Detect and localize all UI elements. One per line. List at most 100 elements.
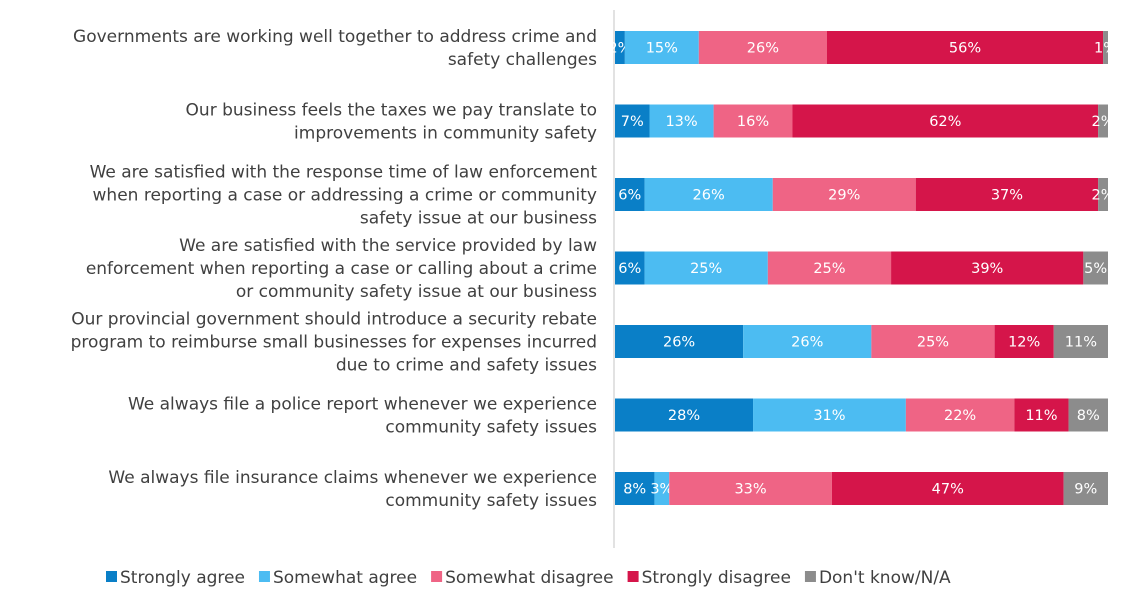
bar-segment [743,325,872,358]
data-label: 25% [813,261,845,277]
data-label: 7% [621,114,644,130]
bar-segment [891,251,1084,285]
bar-segment [767,251,892,285]
bar-segment [1098,104,1108,138]
bar-segment [826,31,1104,64]
legend: Strongly agree Somewhat agree Somewhat dis… [106,568,951,588]
data-label: 28% [668,408,700,424]
data-label: 11% [1025,408,1057,424]
category-label-line: We always file insurance claims whenever… [108,468,597,488]
data-label: 62% [929,114,961,130]
category-label: We always file insurance claims whenever… [108,468,597,511]
legend-swatch [258,571,270,582]
data-label: 37% [991,188,1023,204]
data-label: 31% [813,408,845,424]
legend-swatch [627,571,639,582]
data-label: 33% [734,482,766,498]
data-label: 2% [1092,188,1115,204]
data-label: 39% [971,261,1003,277]
category-label-line: due to crime and safety issues [336,356,597,376]
data-label: 16% [737,114,769,130]
category-label-line: or community safety issue at our busines… [236,282,597,302]
bar-segment [615,178,645,211]
data-label: 15% [646,41,678,57]
category-label: Governments are working well together to… [73,27,597,70]
bar-segment [871,325,995,358]
data-label: 47% [932,482,964,498]
bar-segment [615,325,744,358]
category-label-line: Our provincial government should introdu… [71,310,597,330]
category-labels: Governments are working well together to… [71,27,598,511]
bar-segment [669,472,832,505]
bar-segment [831,472,1064,505]
bar-segment [713,104,793,138]
bar-segment [649,104,714,138]
bar-segment [1014,398,1069,432]
category-label-line: Governments are working well together to… [73,27,597,47]
category-label-line: safety challenges [448,50,597,70]
bars: 2% 15% 26% 56% 1%7% 13% 16% 62% 2%6% 26% 29% 37% 2%6… [608,31,1117,505]
category-label-line: We are satisfied with the response time … [90,163,598,183]
bar-segment [615,398,754,432]
category-label: Our provincial government should introdu… [71,310,597,376]
bar-segment [753,398,906,432]
legend-label: Somewhat agree [273,568,417,588]
category-label-line: program to reimburse small businesses fo… [71,333,597,353]
data-label: 26% [663,335,695,351]
data-label: 8% [623,482,646,498]
data-label: 56% [949,41,981,57]
category-label-line: improvements in community safety [294,124,597,144]
bar-segment [1098,178,1108,211]
category-label-line: enforcement when reporting a case or cal… [86,259,597,279]
bar-segment [772,178,916,211]
data-label: 26% [693,188,725,204]
category-label-line: safety issue at our business [360,209,597,229]
category-label-line: We are satisfied with the service provid… [179,236,597,256]
bar-segment [615,472,655,505]
data-label: 1% [1094,41,1117,57]
data-label: 13% [665,114,697,130]
bar-segment [615,31,625,64]
bar-segment [1083,251,1108,285]
bar-segment [915,178,1099,211]
legend-label: Somewhat disagree [445,568,614,588]
legend-swatch [431,571,443,582]
bar-segment [1053,325,1108,358]
bar-segment [1103,31,1108,64]
bar-segment [792,104,1099,138]
bar-segment [1068,398,1108,432]
data-label: 11% [1065,335,1097,351]
bar-segment [654,472,670,505]
category-label-line: when reporting a case or addressing a cr… [93,186,597,206]
legend-swatch [804,571,816,582]
bar-segment [644,251,768,285]
data-label: 3% [650,482,673,498]
data-label: 8% [1077,408,1100,424]
category-label-line: Our business feels the taxes we pay tran… [186,101,597,121]
data-label: 26% [747,41,779,57]
data-label: 25% [690,261,722,277]
data-label: 6% [618,188,641,204]
data-label: 5% [1084,261,1107,277]
category-label: We always file a police report whenever … [128,395,597,438]
category-label: We are satisfied with the service provid… [86,236,597,302]
category-label-line: We always file a police report whenever … [128,395,597,415]
bar-segment [698,31,827,64]
legend-label: Don't know/N/A [819,568,951,588]
data-label: 25% [917,335,949,351]
data-label: 29% [828,188,860,204]
category-label-line: community safety issues [385,418,597,438]
category-label: We are satisfied with the response time … [90,163,598,229]
legend-label: Strongly agree [120,568,245,588]
data-label: 9% [1074,482,1097,498]
bar-segment [624,31,699,64]
legend-label: Strongly disagree [642,568,791,588]
bar-segment [994,325,1054,358]
bar-segment [615,104,650,138]
bar-segment [644,178,773,211]
category-label-line: community safety issues [385,491,597,511]
data-label: 6% [618,261,641,277]
data-label: 22% [944,408,976,424]
legend-swatch [106,571,117,582]
